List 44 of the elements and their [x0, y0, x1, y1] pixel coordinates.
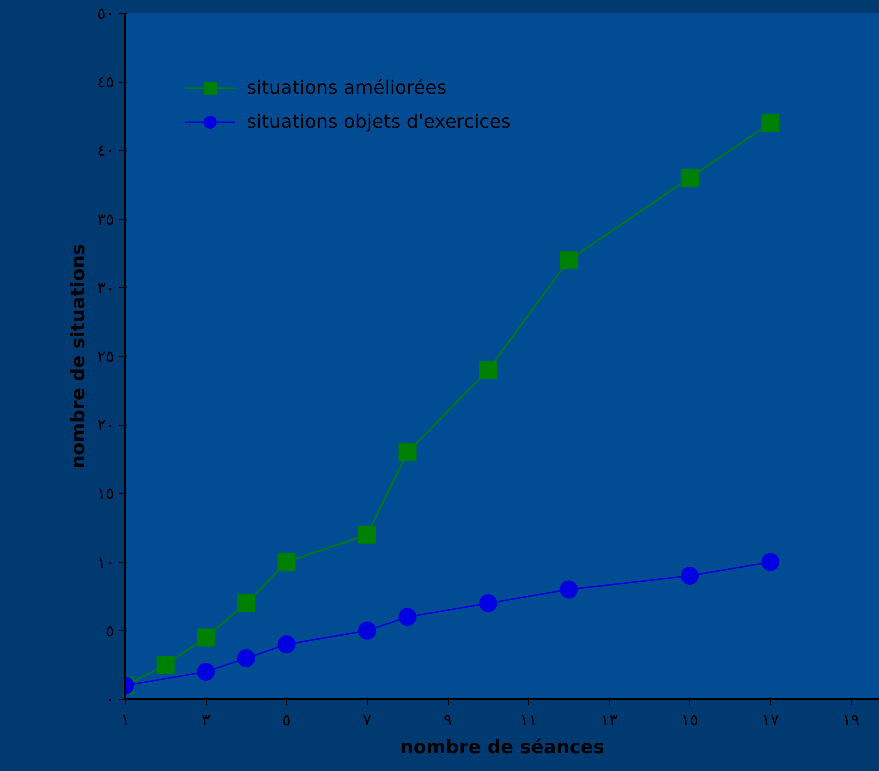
x-tick-label: ٣	[202, 710, 211, 730]
point	[479, 361, 498, 380]
x-tick-label: ١٧	[762, 710, 780, 730]
y-tick-label: ١٥	[97, 484, 114, 504]
x-tick-label: ١٥	[681, 710, 699, 730]
x-tick-label: ١٣	[600, 710, 618, 730]
point	[197, 628, 216, 647]
point	[358, 526, 376, 544]
y-tick-label: ٣٠	[97, 278, 114, 298]
point	[560, 580, 578, 599]
point	[156, 656, 175, 674]
x-tick-label: ١١	[520, 710, 538, 730]
point	[680, 567, 699, 586]
y-tick-label: ٥	[106, 621, 114, 640]
y-tick-label: ٥٠	[97, 4, 114, 23]
point	[278, 553, 296, 572]
y-tick-label: ٤٠	[97, 141, 114, 160]
point	[560, 251, 578, 270]
legend-label: situations améliorées	[247, 78, 447, 98]
point	[762, 553, 780, 572]
y-tick-label: ٢٥	[97, 347, 114, 366]
point	[762, 114, 780, 132]
x-tick-label: ٥	[282, 710, 292, 730]
x-tick-label: ٧	[363, 710, 372, 730]
point	[278, 636, 296, 654]
legend-label: situations objets d'exercices	[247, 112, 511, 132]
x-axis-title: nombre de séances	[400, 738, 605, 758]
y-tick-label: ٠	[106, 690, 114, 709]
point	[197, 663, 216, 682]
point	[237, 594, 256, 612]
point	[358, 622, 376, 640]
x-tick-label: ٩	[444, 710, 452, 730]
y-tick-label: ٤٥	[97, 72, 114, 92]
y-tick-label: ٣٥	[97, 210, 114, 229]
point	[237, 649, 256, 668]
point	[398, 608, 417, 626]
x-tick-label: ١	[121, 710, 130, 730]
x-tick-label: ١٩	[842, 710, 860, 730]
y-tick-label: ١٠	[97, 552, 114, 572]
y-axis-title: nombre de situations	[68, 244, 90, 469]
point	[398, 444, 417, 462]
y-tick-label: ٢٠	[97, 416, 114, 435]
point	[479, 594, 498, 612]
point	[680, 169, 699, 188]
